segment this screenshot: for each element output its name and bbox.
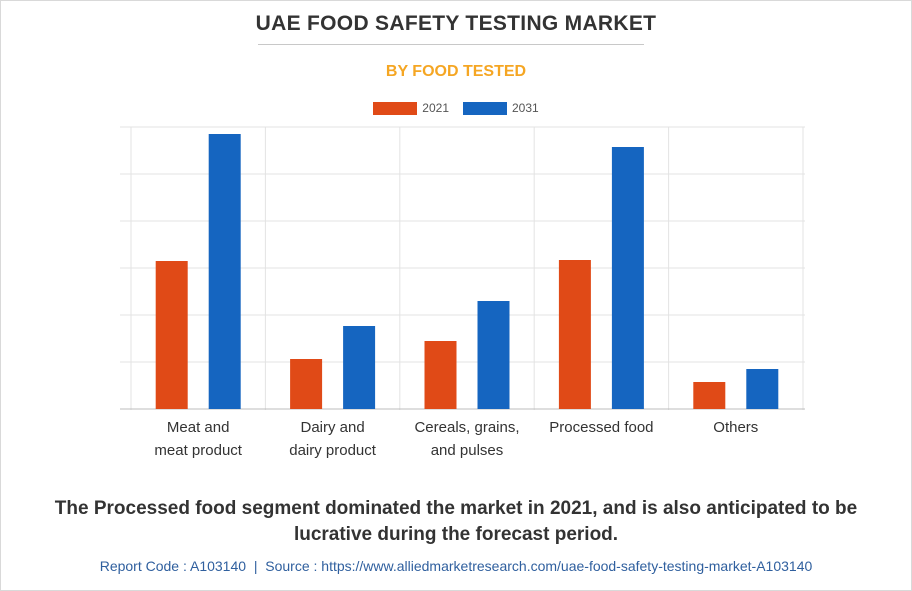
legend-swatch-2031 (463, 101, 507, 115)
chart-subtitle: BY FOOD TESTED (385, 63, 527, 80)
bar-2021-2 (424, 341, 457, 409)
legend-item-2031[interactable]: 2031 (463, 101, 539, 115)
bar-chart: Meat and meat product Dairy and dairy produ… (120, 126, 805, 459)
category-label: dairy product (289, 442, 377, 459)
footer-separator: | (253, 558, 258, 574)
bar-2021-1 (290, 359, 323, 409)
legend-swatch-2021 (373, 101, 418, 115)
legend: 2021 2031 (0, 99, 912, 117)
category-label: Dairy and (300, 419, 364, 436)
chart-title: UAE FOOD SAFETY TESTING MARKET (255, 12, 657, 35)
legend-item-2021[interactable]: 2021 (373, 101, 449, 115)
category-label: Processed food (549, 419, 653, 436)
bar-2031-4 (746, 369, 779, 409)
bar-2031-1 (343, 326, 376, 409)
footer-reference: Report Code : A103140 | Source : https:/… (0, 558, 912, 574)
category-label: and pulses (431, 442, 504, 459)
bar-2031-2 (477, 301, 510, 409)
bar-2031-0 (208, 134, 241, 409)
category-label: Meat and (167, 419, 230, 436)
summary-text: The Processed food segment dominated the… (54, 498, 858, 545)
category-label: meat product (154, 442, 242, 459)
legend-label-2031: 2031 (512, 101, 539, 115)
report-code: Report Code : A103140 (99, 558, 247, 574)
title-divider (258, 44, 644, 45)
bar-2031-3 (611, 147, 644, 409)
category-label: Others (713, 419, 758, 436)
bar-2021-0 (155, 261, 188, 409)
bar-2021-4 (693, 382, 726, 409)
source-link[interactable]: Source : https://www.alliedmarketresearc… (265, 558, 813, 574)
legend-label-2021: 2021 (422, 101, 449, 115)
bar-2021-3 (558, 260, 591, 409)
category-label: Cereals, grains, (414, 419, 519, 436)
